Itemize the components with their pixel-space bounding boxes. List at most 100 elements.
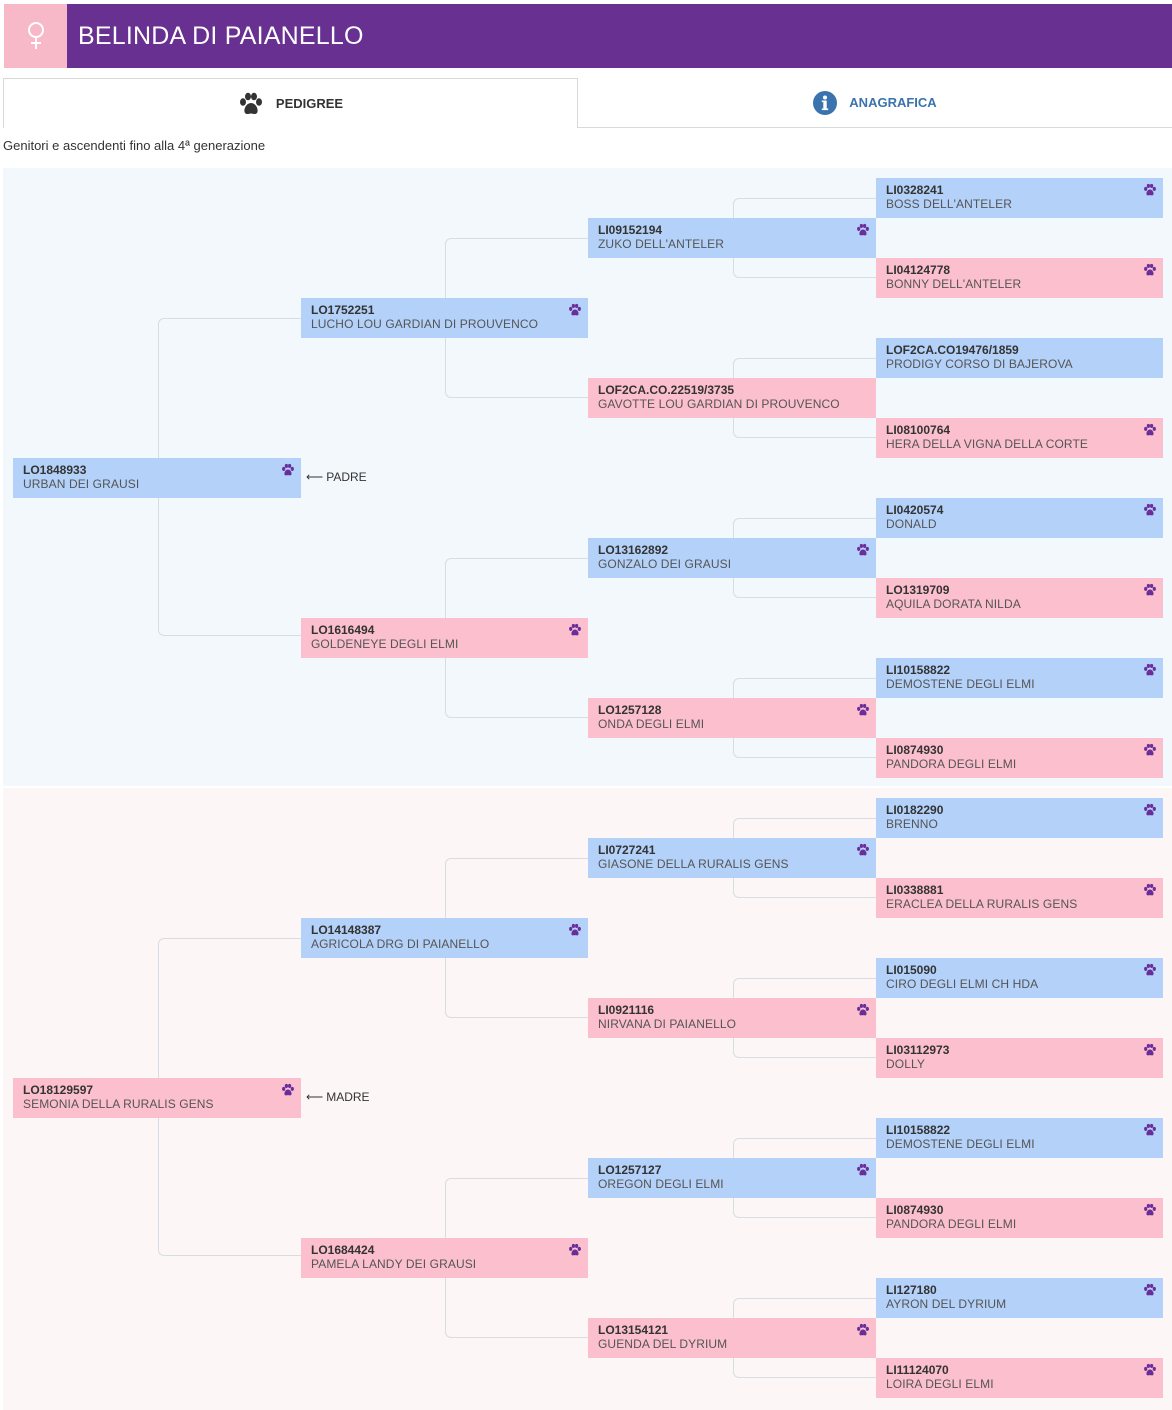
ancestor-card[interactable]: LO13162892 GONZALO DEI GRAUSI [588,538,876,578]
paw-icon[interactable] [1143,1203,1157,1217]
paw-icon[interactable] [1143,663,1157,677]
ancestor-card[interactable]: LI0420574 DONALD [876,498,1163,538]
paw-icon[interactable] [1143,263,1157,277]
dog-name: GOLDENEYE DEGLI ELMI [311,637,459,651]
ancestor-card[interactable]: LOF2CA.CO.22519/3735 GAVOTTE LOU GARDIAN… [588,378,876,418]
paw-icon[interactable] [1143,743,1157,757]
paw-icon[interactable] [856,843,870,857]
dog-registration: LO14148387 [311,923,382,937]
padre-label: ⟵ PADRE [306,470,367,484]
ancestor-card[interactable]: LI0328241 BOSS DELL'ANTELER [876,178,1163,218]
page-header: BELINDA DI PAIANELLO [4,4,1172,68]
dog-name: LUCHO LOU GARDIAN DI PROUVENCO [311,317,539,331]
ancestor-card[interactable]: LO1752251 LUCHO LOU GARDIAN DI PROUVENCO [301,298,588,338]
ancestor-card[interactable]: LI127180 AYRON DEL DYRIUM [876,1278,1163,1318]
dog-name: GUENDA DEL DYRIUM [598,1337,728,1351]
paw-icon [239,92,262,114]
ancestor-card[interactable]: LI0921116 NIRVANA DI PAIANELLO [588,998,876,1038]
ancestor-card[interactable]: LI0338881 ERACLEA DELLA RURALIS GENS [876,878,1163,918]
ancestor-card[interactable]: LI0727241 GIASONE DELLA RURALIS GENS [588,838,876,878]
ancestor-card[interactable]: LI08100764 HERA DELLA VIGNA DELLA CORTE [876,418,1163,458]
dog-name: BONNY DELL'ANTELER [886,277,1022,291]
dog-registration: LI0328241 [886,183,944,197]
paw-icon[interactable] [568,303,582,317]
dog-name: CIRO DEGLI ELMI CH HDA [886,977,1039,991]
ancestor-card[interactable]: LO14148387 AGRICOLA DRG DI PAIANELLO [301,918,588,958]
arrow-left-icon: ⟵ [306,1090,324,1104]
ancestor-card[interactable]: LI10158822 DEMOSTENE DEGLI ELMI [876,658,1163,698]
paw-icon[interactable] [1143,1363,1157,1377]
paw-icon[interactable] [1143,963,1157,977]
dog-registration: LI11124070 [886,1363,949,1377]
info-icon [813,90,838,115]
paw-icon[interactable] [1143,503,1157,517]
paw-icon[interactable] [1143,1283,1157,1297]
paw-icon[interactable] [1143,803,1157,817]
ancestor-card[interactable]: LI0874930 PANDORA DEGLI ELMI [876,1198,1163,1238]
dog-name: NIRVANA DI PAIANELLO [598,1017,737,1031]
dog-name: PANDORA DEGLI ELMI [886,757,1017,771]
dog-name: OREGON DEGLI ELMI [598,1177,724,1191]
dog-registration: LOF2CA.CO19476/1859 [886,343,1019,357]
dog-registration: LO13162892 [598,543,669,557]
ancestor-card[interactable]: LO1684424 PAMELA LANDY DEI GRAUSI [301,1238,588,1278]
paw-icon[interactable] [1143,583,1157,597]
paw-icon[interactable] [856,1003,870,1017]
dog-name: ZUKO DELL'ANTELER [598,237,725,251]
dog-name: DEMOSTENE DEGLI ELMI [886,1137,1035,1151]
paw-icon[interactable] [281,1083,295,1097]
dog-registration: LOF2CA.CO.22519/3735 [598,383,735,397]
tab-pedigree[interactable]: PEDIGREE [3,78,578,128]
tab-anagrafica[interactable]: ANAGRAFICA [578,78,1172,128]
madre-label: ⟵ MADRE [306,1090,370,1104]
ancestor-card[interactable]: LO1319709 AQUILA DORATA NILDA [876,578,1163,618]
ancestor-card[interactable]: LI0874930 PANDORA DEGLI ELMI [876,738,1163,778]
paw-icon[interactable] [856,543,870,557]
paw-icon[interactable] [568,923,582,937]
ancestor-card[interactable]: LO13154121 GUENDA DEL DYRIUM [588,1318,876,1358]
paw-icon[interactable] [1143,1123,1157,1137]
dog-name: PRODIGY CORSO DI BAJEROVA [886,357,1073,371]
arrow-left-icon: ⟵ [306,470,324,484]
ancestor-card[interactable]: LI0182290 BRENNO [876,798,1163,838]
dog-registration: LO1319709 [886,583,950,597]
paw-icon[interactable] [856,1323,870,1337]
paw-icon[interactable] [856,703,870,717]
ancestor-card[interactable]: LI03112973 DOLLY [876,1038,1163,1078]
paw-icon[interactable] [1143,883,1157,897]
ancestor-card[interactable]: LI10158822 DEMOSTENE DEGLI ELMI [876,1118,1163,1158]
ancestor-card[interactable]: LOF2CA.CO19476/1859 PRODIGY CORSO DI BAJ… [876,338,1163,378]
paw-icon[interactable] [856,1163,870,1177]
dog-registration: LI0874930 [886,743,944,757]
paw-icon[interactable] [1143,183,1157,197]
dog-registration: LO1257128 [598,703,662,717]
dog-registration: LO13154121 [598,1323,669,1337]
dog-registration: LO1848933 [23,463,87,477]
paw-icon[interactable] [856,223,870,237]
dog-registration: LI10158822 [886,663,951,677]
paw-icon[interactable] [1143,1043,1157,1057]
ancestor-card[interactable]: LO1616494 GOLDENEYE DEGLI ELMI [301,618,588,658]
ancestor-card[interactable]: LI015090 CIRO DEGLI ELMI CH HDA [876,958,1163,998]
sire-card[interactable]: LO1848933 URBAN DEI GRAUSI [13,458,301,498]
ancestor-card[interactable]: LI11124070 LOIRA DEGLI ELMI [876,1358,1163,1398]
dog-registration: LI0921116 [598,1003,655,1017]
ancestor-card[interactable]: LI09152194 ZUKO DELL'ANTELER [588,218,876,258]
paw-icon[interactable] [568,1243,582,1257]
dog-registration: LO18129597 [23,1083,94,1097]
dog-registration: LI0874930 [886,1203,944,1217]
dog-name: GAVOTTE LOU GARDIAN DI PROUVENCO [598,397,840,411]
dam-card[interactable]: LO18129597 SEMONIA DELLA RURALIS GENS [13,1078,301,1118]
paw-icon[interactable] [281,463,295,477]
tab-pedigree-label: PEDIGREE [275,96,344,111]
dog-name: HERA DELLA VIGNA DELLA CORTE [886,437,1088,451]
paw-icon[interactable] [568,623,582,637]
dog-name: AGRICOLA DRG DI PAIANELLO [311,937,490,951]
tab-anagrafica-label: ANAGRAFICA [849,95,937,110]
dog-name: GONZALO DEI GRAUSI [598,557,732,571]
ancestor-card[interactable]: LO1257128 ONDA DEGLI ELMI [588,698,876,738]
ancestor-card[interactable]: LO1257127 OREGON DEGLI ELMI [588,1158,876,1198]
paw-icon[interactable] [1143,423,1157,437]
dog-name: DOLLY [886,1057,925,1071]
ancestor-card[interactable]: LI04124778 BONNY DELL'ANTELER [876,258,1163,298]
